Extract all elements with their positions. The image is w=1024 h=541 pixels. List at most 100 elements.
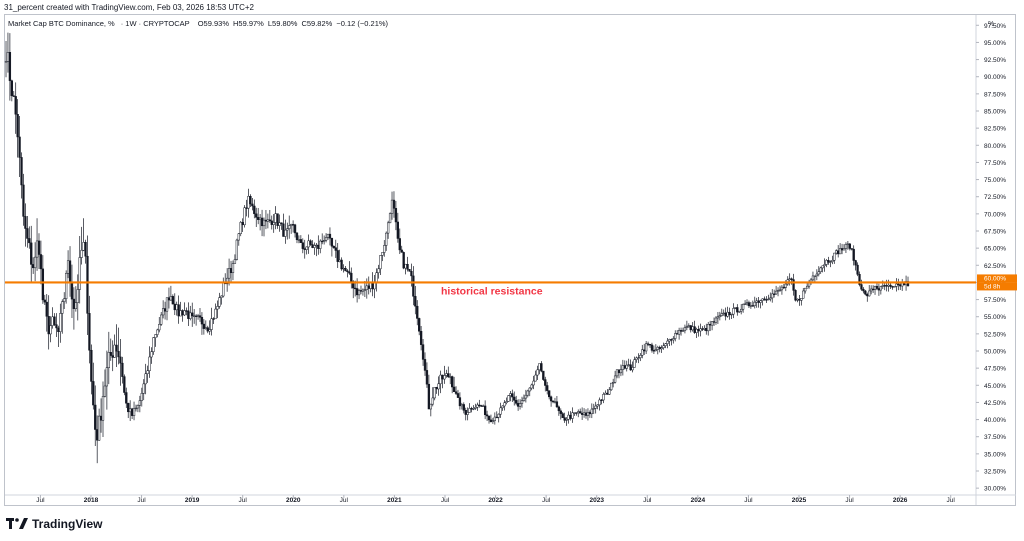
candle-body — [741, 304, 745, 310]
candle-body — [664, 343, 667, 346]
candle-body — [635, 357, 638, 360]
candle-body — [156, 329, 159, 335]
candle-body — [288, 225, 291, 229]
candle-body — [6, 52, 10, 62]
candle-body — [194, 315, 198, 317]
price-tick-label: 37.50% — [984, 434, 1006, 441]
candle-body — [800, 297, 803, 301]
candle-body — [161, 308, 165, 316]
candle-body — [569, 414, 572, 419]
candle-body — [584, 412, 588, 416]
candle-body — [237, 233, 240, 241]
candle-body — [776, 289, 780, 292]
candle-body — [10, 80, 13, 96]
candle-body — [191, 312, 194, 317]
candle-body — [641, 349, 644, 356]
price-tick-label: 47.50% — [984, 366, 1006, 373]
candle-body — [666, 340, 669, 344]
candle-body — [216, 306, 219, 310]
candle-body — [175, 304, 178, 311]
candle-body — [101, 396, 105, 421]
price-tick-label: 77.50% — [984, 160, 1006, 167]
candle-body — [350, 272, 353, 282]
candle-body — [22, 184, 25, 217]
candle-body — [792, 279, 795, 291]
candle-body — [410, 270, 413, 277]
candle-body — [466, 412, 469, 415]
candle-body — [709, 324, 712, 326]
time-tick-label: 2025 — [792, 497, 807, 504]
candle-body — [385, 232, 388, 246]
candle-body — [150, 351, 153, 358]
chart-frame[interactable] — [4, 14, 1016, 506]
candle-body — [53, 316, 56, 325]
candle-body — [334, 247, 337, 251]
candle-body — [340, 259, 343, 270]
candle-body — [105, 367, 109, 387]
candle-body — [373, 282, 376, 290]
candle-body — [402, 252, 405, 269]
footer-brand[interactable]: TradingView — [6, 516, 102, 532]
candle-body — [705, 327, 708, 332]
candle-body — [551, 400, 555, 403]
candles — [4, 32, 910, 464]
candle-body — [51, 316, 54, 326]
price-tick-label: 92.50% — [984, 57, 1006, 64]
candle-body — [78, 257, 81, 290]
time-axis[interactable]: Jul 2018 Jul 2019 Jul 2020 Jul 2021 Jul 2022 Jul 20… — [36, 495, 955, 504]
candle-body — [129, 408, 132, 413]
candle-body — [509, 393, 512, 396]
legend-close: C59.82% — [301, 19, 333, 28]
candle-body — [505, 401, 508, 404]
candle-body — [307, 240, 310, 248]
price-tick-label: 32.50% — [984, 469, 1006, 476]
price-tick-label: 62.50% — [984, 263, 1006, 270]
candle-body — [193, 315, 196, 317]
candle-body — [406, 263, 409, 270]
candle-body — [815, 273, 818, 277]
legend-interval[interactable]: 1W — [125, 19, 137, 28]
brand-name: TradingView — [32, 517, 103, 531]
candle-body — [305, 246, 308, 250]
time-tick-label: Jul — [744, 497, 753, 504]
candle-body — [586, 412, 590, 416]
candle-body — [582, 412, 586, 415]
candle-body — [646, 343, 650, 345]
candle-body — [439, 374, 442, 385]
candle-body — [123, 376, 126, 393]
candle-body — [111, 355, 114, 358]
candle-body — [827, 260, 830, 263]
candle-body — [518, 403, 522, 407]
candle-body — [125, 392, 128, 404]
price-axis[interactable]: % 30.00% 32.50% 35.00% 37.50% 40.00% 42.50% 45.… — [5, 15, 1017, 505]
price-tick-label: 40.00% — [984, 417, 1006, 424]
time-tick-label: 2022 — [488, 497, 503, 504]
time-tick-label: Jul — [36, 497, 45, 504]
candle-body — [833, 252, 836, 261]
candle-body — [64, 273, 68, 300]
candle-body — [679, 330, 683, 332]
candle-body — [796, 298, 799, 301]
candle-body — [699, 328, 702, 332]
candle-body — [383, 245, 386, 253]
tradingview-logo-icon — [6, 518, 28, 529]
time-tick-label: 2020 — [286, 497, 301, 504]
candle-body — [200, 317, 204, 325]
countdown-badge — [977, 282, 1017, 291]
candle-body — [788, 278, 791, 281]
candle-body — [728, 311, 731, 316]
candle-body — [84, 242, 87, 257]
price-tick-label: 87.50% — [984, 91, 1006, 98]
candle-body — [386, 222, 390, 234]
candle-body — [309, 240, 312, 245]
candle-body — [598, 399, 601, 406]
candle-body — [854, 260, 857, 266]
candle-body — [724, 312, 727, 317]
candle-body — [229, 268, 233, 274]
candle-body — [765, 299, 768, 301]
candle-body — [811, 275, 815, 281]
time-tick-label: Jul — [441, 497, 450, 504]
candle-body — [594, 405, 597, 409]
legend-symbol[interactable]: Market Cap BTC Dominance, % — [8, 19, 115, 28]
